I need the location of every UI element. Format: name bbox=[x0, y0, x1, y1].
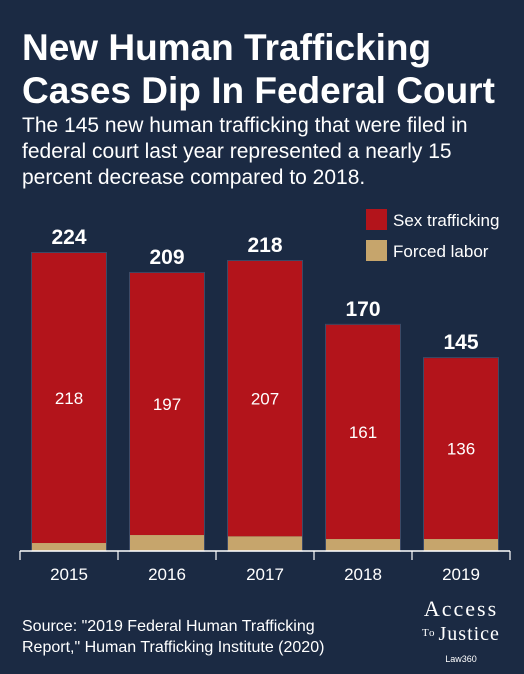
source-line-2: Report," Human Trafficking Institute (20… bbox=[22, 639, 325, 656]
chart-subtitle: The 145 new human trafficking that were … bbox=[22, 114, 468, 189]
bar-sex-trafficking-2018 bbox=[326, 324, 400, 540]
value-label-sex-2016: 197 bbox=[153, 395, 181, 414]
logo-word-to: To bbox=[422, 627, 436, 639]
access-to-justice-logo: Access To Justice Law360 bbox=[405, 597, 517, 666]
title-line-1: New Human Trafficking bbox=[22, 27, 432, 68]
bar-forced-labor-2015 bbox=[32, 543, 106, 551]
x-tick-label-2018: 2018 bbox=[344, 565, 382, 584]
legend-swatch-sex-trafficking bbox=[366, 209, 387, 230]
logo-word-access: Access bbox=[423, 596, 499, 621]
legend-label-sex-trafficking: Sex trafficking bbox=[393, 211, 499, 230]
bar-sex-trafficking-2015 bbox=[32, 253, 106, 544]
legend-swatch-forced-labor bbox=[366, 240, 387, 261]
x-tick-label-2016: 2016 bbox=[148, 565, 186, 584]
logo-word-justice: To Justice bbox=[405, 621, 517, 646]
bar-chart: 218 224 2015 197 209 2016 207 218 2017 161 170 2018… bbox=[19, 209, 511, 584]
total-label-2017: 218 bbox=[247, 234, 282, 257]
total-label-2016: 209 bbox=[149, 246, 184, 269]
x-tick-label-2017: 2017 bbox=[246, 565, 284, 584]
logo-law360: Law360 bbox=[445, 654, 477, 664]
value-label-sex-2019: 136 bbox=[447, 440, 475, 459]
bar-sex-trafficking-2019 bbox=[424, 358, 498, 540]
source-line-1: Source: "2019 Federal Human Trafficking bbox=[22, 618, 315, 635]
bar-forced-labor-2018 bbox=[326, 539, 400, 551]
title-line-2: Cases Dip In Federal Court bbox=[22, 70, 495, 111]
bar-sex-trafficking-2016 bbox=[130, 272, 204, 536]
x-tick-label-2015: 2015 bbox=[50, 565, 88, 584]
logo-word-justice-text: Justice bbox=[438, 623, 500, 645]
legend-label-forced-labor: Forced labor bbox=[393, 242, 489, 261]
total-label-2015: 224 bbox=[51, 226, 86, 249]
value-label-sex-2018: 161 bbox=[349, 423, 377, 442]
bar-forced-labor-2016 bbox=[130, 535, 204, 551]
bar-forced-labor-2019 bbox=[424, 539, 498, 551]
bar-forced-labor-2017 bbox=[228, 536, 302, 551]
value-label-sex-2017: 207 bbox=[251, 390, 279, 409]
total-label-2019: 145 bbox=[443, 331, 478, 354]
bar-sex-trafficking-2017 bbox=[228, 260, 302, 537]
x-tick-label-2019: 2019 bbox=[442, 565, 480, 584]
total-label-2018: 170 bbox=[345, 298, 380, 321]
chart-title: New Human Trafficking Cases Dip In Feder… bbox=[22, 26, 512, 112]
source-note: Source: "2019 Federal Human Trafficking … bbox=[22, 616, 392, 658]
value-label-sex-2015: 218 bbox=[55, 389, 83, 408]
